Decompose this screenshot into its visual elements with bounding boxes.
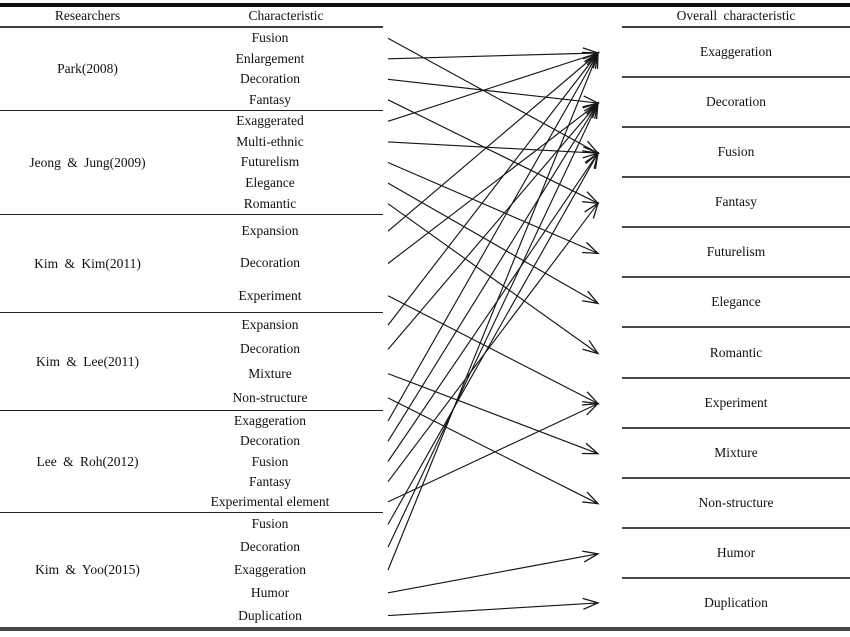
mapping-arrow: [387, 101, 599, 548]
characteristic-item: Decoration: [240, 341, 300, 357]
overall-characteristic-item: Duplication: [704, 594, 768, 610]
characteristic-item: Exaggerated: [236, 113, 304, 129]
characteristic-item: Decoration: [240, 539, 300, 555]
researcher-section: Kim & Kim(2011) Expansion Decoration Experi…: [0, 215, 383, 313]
overall-characteristic-header: Overall characteristic: [622, 6, 850, 28]
characteristic-item: Fusion: [251, 30, 289, 46]
characteristic-item: Duplication: [238, 607, 302, 623]
overall-characteristic-item: Romantic: [622, 328, 850, 379]
characteristic-item: Expansion: [241, 317, 299, 333]
characteristic-item: Fusion: [251, 516, 289, 532]
overall-characteristic-item: Non-structure: [622, 479, 850, 529]
mapping-arrow: [387, 550, 600, 594]
overall-characteristic-item: Humor: [622, 529, 850, 579]
mapping-arrow: [387, 151, 599, 525]
characteristic-item: Mixture: [248, 365, 292, 381]
characteristic-item: Expansion: [241, 223, 299, 239]
characteristic-item: Decoration: [240, 433, 300, 449]
mapping-arrow: [387, 37, 600, 155]
researcher-section: Kim & Yoo(2015) Fusion Decoration Exaggerat…: [0, 513, 383, 627]
overall-characteristic-item: Elegance: [622, 278, 850, 329]
characteristic-item: Experimental element: [210, 493, 330, 509]
mapping-arrow: [387, 203, 600, 355]
mapping-arrow: [387, 51, 599, 422]
researcher-section: Jeong & Jung(2009) Exaggerated Multi-ethni…: [0, 111, 383, 215]
characteristic-column-header: Characteristic: [248, 8, 324, 23]
mapping-arrow: [387, 141, 600, 159]
mapping-arrow: [387, 51, 599, 571]
mapping-arrow: [387, 101, 599, 442]
characteristic-item: Decoration: [240, 255, 300, 271]
characteristic-item: Multi-ethnic: [236, 133, 304, 149]
characteristic-list: Expansion Decoration Experiment: [175, 215, 365, 312]
characteristic-item: Romantic: [243, 195, 297, 211]
characteristic-list: Fusion Enlargement Decoration Fantasy: [175, 28, 365, 110]
characteristic-list: Expansion Decoration Mixture Non-structure: [175, 313, 365, 410]
mapping-arrow: [387, 182, 600, 305]
characteristic-item: Fantasy: [249, 91, 291, 107]
researchers-column-header: Researchers: [54, 8, 121, 23]
researcher-label: Jeong & Jung(2009): [29, 154, 146, 170]
overall-characteristic-item: Decoration: [622, 78, 850, 129]
characteristic-list: Exaggeration Decoration Fusion Fantasy Exper…: [175, 411, 365, 512]
characteristic-item: Humor: [250, 584, 290, 600]
overall-characteristic-item: Fusion: [622, 128, 850, 179]
mapping-arrow: [387, 201, 600, 483]
mapping-arrow: [387, 51, 600, 122]
mapping-arrow: [387, 161, 600, 255]
overall-characteristic-item: Fantasy: [622, 178, 850, 229]
mapping-arrow: [387, 101, 600, 350]
mapping-arrow: [387, 373, 600, 455]
researcher-label: Lee & Roh(2012): [36, 453, 139, 469]
characteristic-item: Exaggeration: [234, 413, 306, 429]
researcher-label: Kim & Lee(2011): [36, 353, 139, 369]
characteristic-item: Decoration: [240, 71, 300, 87]
mapping-arrow: [387, 597, 600, 617]
researcher-label: Kim & Kim(2011): [34, 255, 141, 271]
left-table-header: Researchers Characteristic: [0, 6, 383, 28]
characteristic-item: Elegance: [245, 175, 295, 191]
mapping-arrow: [387, 51, 600, 326]
overall-characteristic-item: Mixture: [622, 429, 850, 479]
mapping-arrow: [387, 295, 600, 405]
researchers-table: Park(2008) Fusion Enlargement Decoration Fan…: [0, 28, 383, 627]
top-border-rule: [0, 3, 850, 7]
characteristic-item: Non-structure: [232, 389, 308, 405]
overall-characteristic-item: Futurelism: [622, 228, 850, 279]
mapping-arrow: [387, 78, 600, 108]
mapping-arrow: [387, 151, 600, 462]
mapping-arrow: [387, 51, 600, 232]
characteristic-list: Fusion Decoration Exaggeration Humor Duplica…: [175, 513, 365, 627]
characteristic-item: Futurelism: [240, 154, 300, 170]
researcher-label: Kim & Yoo(2015): [35, 562, 140, 577]
overall-characteristic-item: Experiment: [622, 379, 850, 429]
characteristic-item: Fantasy: [249, 473, 291, 489]
characteristic-item: Experiment: [238, 287, 302, 303]
mapping-arrow: [387, 397, 600, 505]
bottom-border-rule: [0, 627, 850, 631]
mapping-arrow: [387, 99, 600, 205]
characteristic-item: Fusion: [251, 453, 289, 469]
characteristic-item: Enlargement: [235, 50, 305, 66]
researcher-section: Lee & Roh(2012) Exaggeration Decoration Fus…: [0, 411, 383, 513]
mapping-arrow: [387, 402, 600, 503]
characteristic-item: Exaggeration: [234, 561, 306, 577]
overall-characteristic-item: Exaggeration: [622, 28, 850, 79]
researcher-section: Park(2008) Fusion Enlargement Decoration Fan…: [0, 28, 383, 111]
researcher-section: Kim & Lee(2011) Expansion Decoration Mixtur…: [0, 313, 383, 411]
mapping-arrow: [387, 101, 600, 264]
overall-characteristic-table: Exaggeration Decoration Fusion Fantasy Futur…: [622, 28, 850, 627]
researcher-label: Park(2008): [57, 61, 118, 76]
characteristic-list: Exaggerated Multi-ethnic Futurelism Eleganc…: [175, 111, 365, 214]
mapping-arrow: [387, 47, 600, 60]
